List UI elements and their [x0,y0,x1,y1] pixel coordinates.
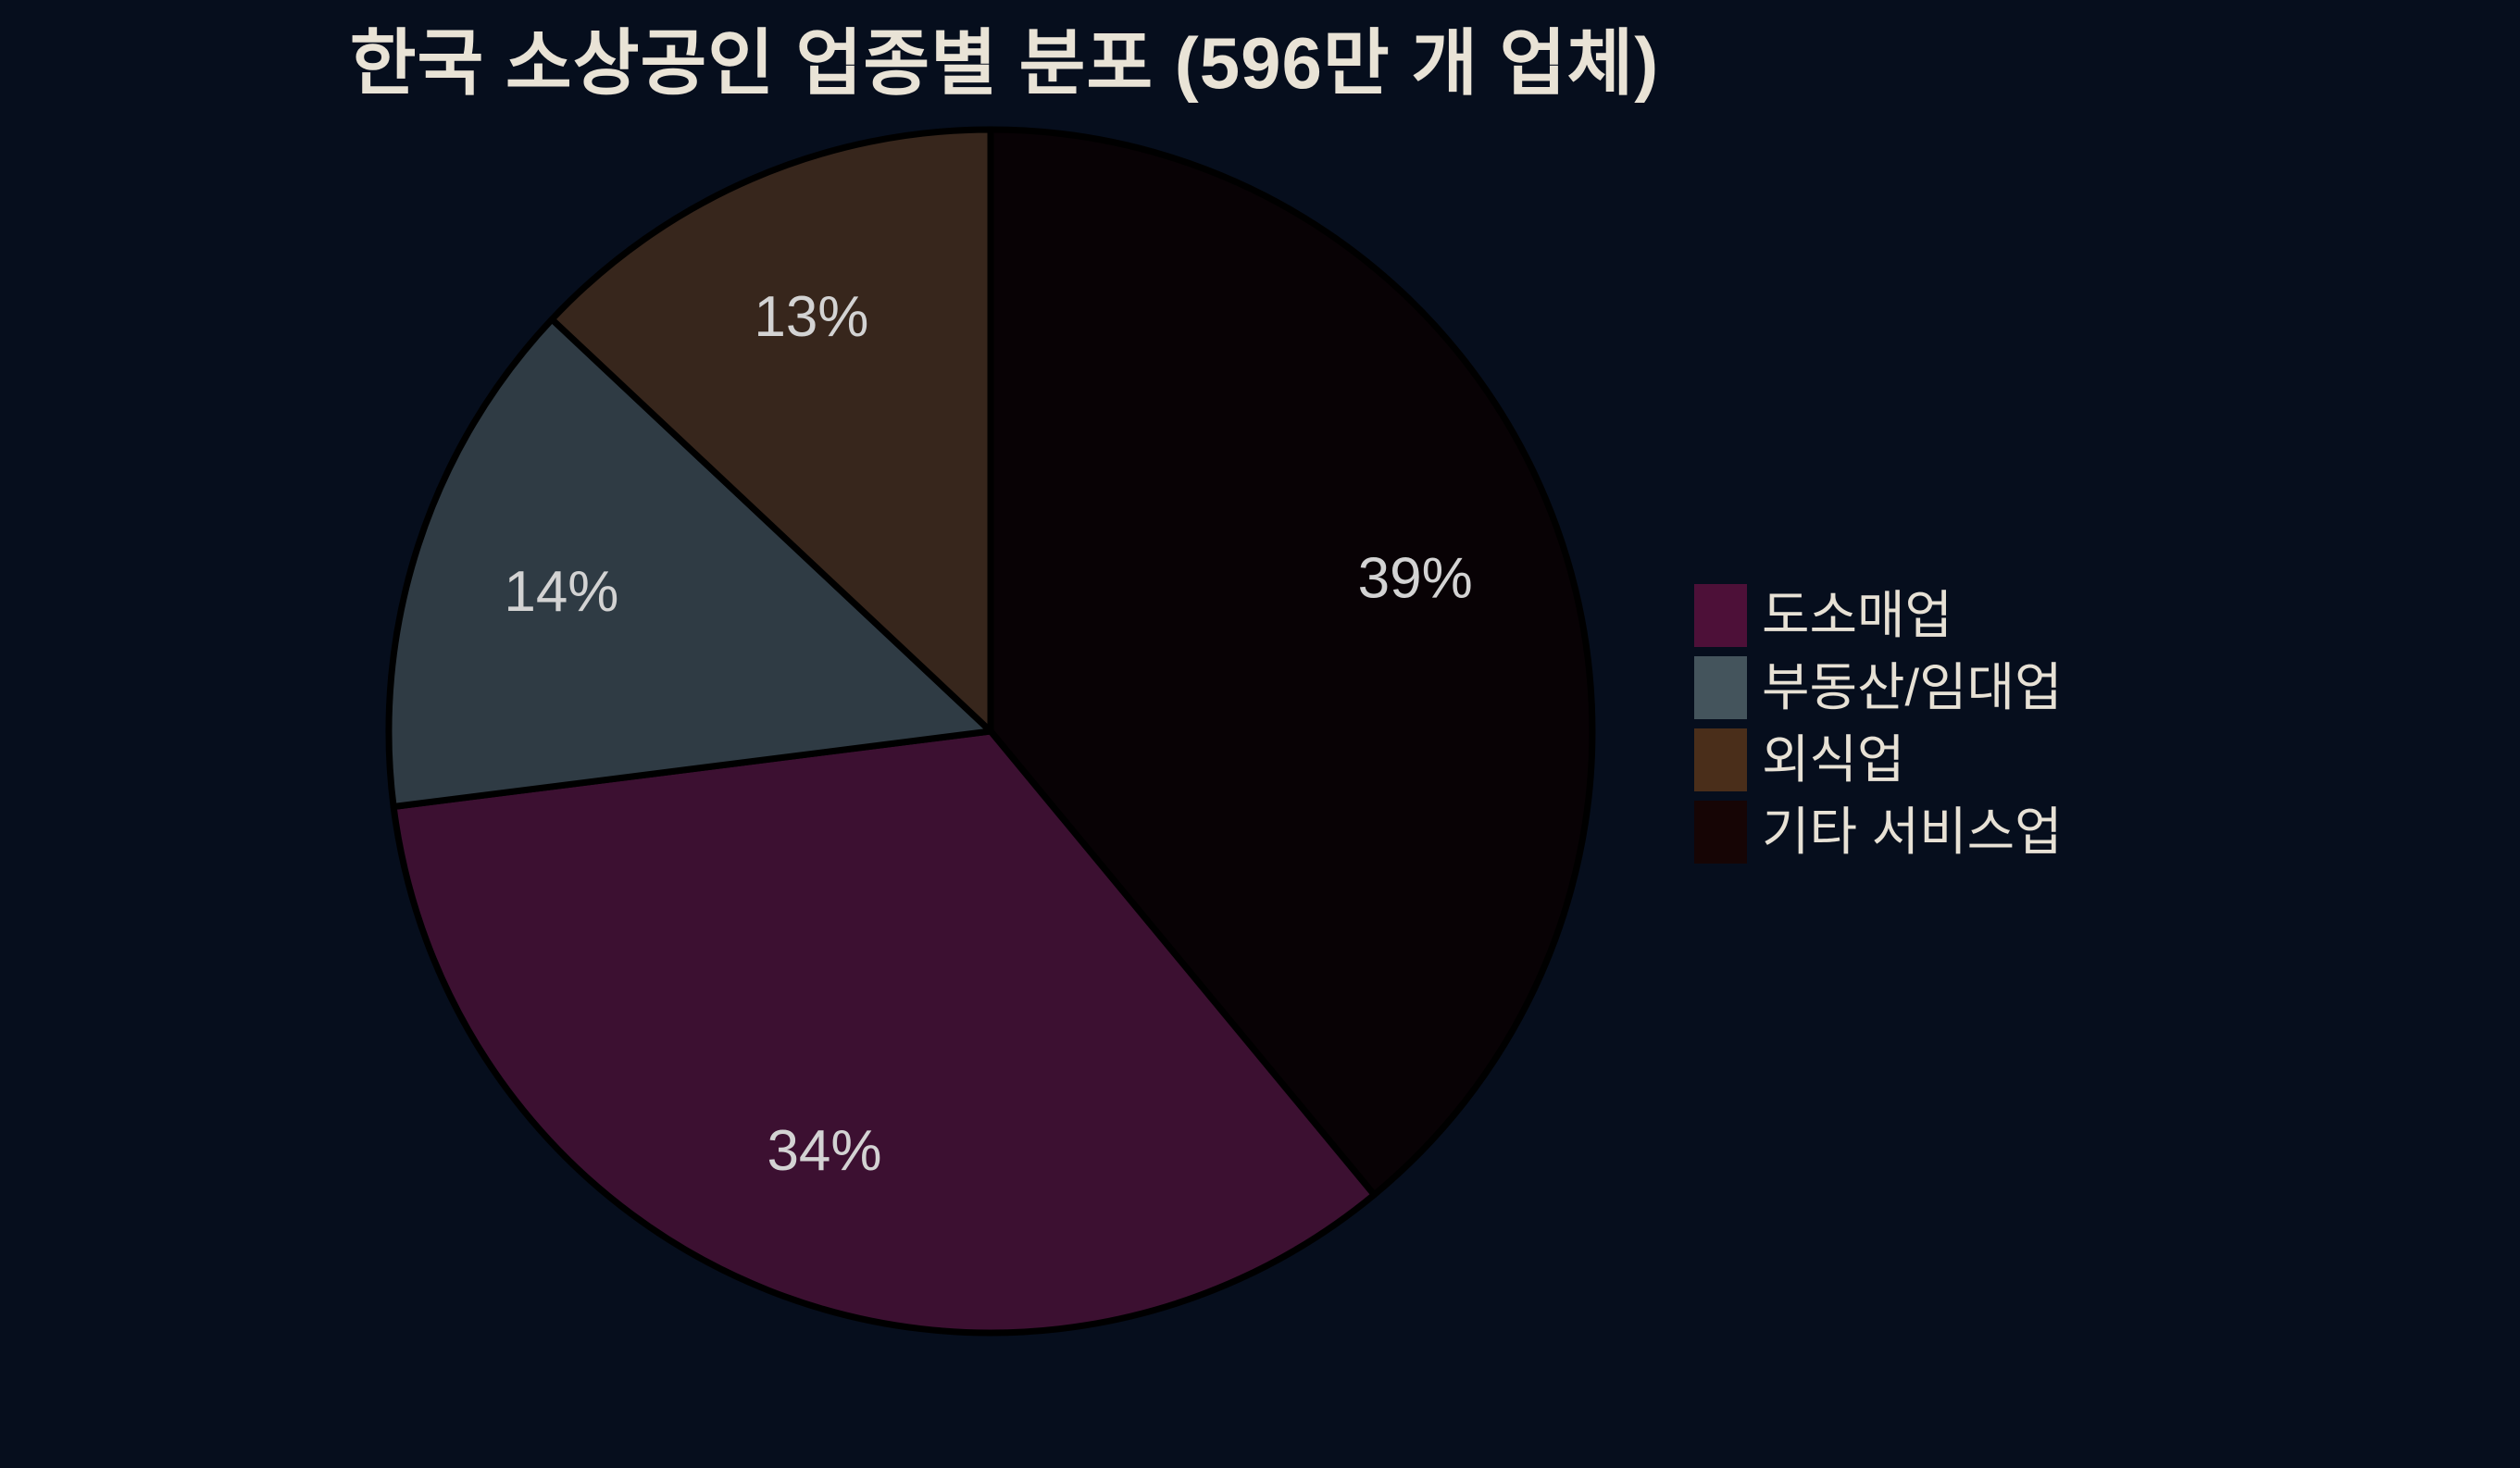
pie-slice-real-estate-rental [385,316,994,810]
legend-label: 외식업 [1762,730,1905,790]
legend-item-other-services: 기타 서비스업 [1694,801,2063,864]
legend-swatch-real-estate-rental [1694,656,1747,719]
legend-item-wholesale-retail: 도소매업 [1694,584,2063,647]
pie-slice-food-service [548,126,994,735]
legend-label: 기타 서비스업 [1762,802,2063,862]
pie-label-wholesale-retail: 34% [767,1119,881,1183]
legend-item-food-service: 외식업 [1694,728,2063,791]
pie-label-food-service: 13% [754,285,868,349]
legend-swatch-wholesale-retail [1694,584,1747,647]
pie-slice-other-services [987,126,1596,1199]
legend-item-real-estate-rental: 부동산/임대업 [1694,656,2063,719]
legend-swatch-other-services [1694,801,1747,864]
legend-label: 부동산/임대업 [1762,658,2063,717]
pie-slice-wholesale-retail [390,728,1378,1337]
chart-title: 한국 소상공인 업종별 분포 (596만 개 업체) [349,22,1660,104]
legend-label: 도소매업 [1762,586,1953,645]
legend-swatch-food-service [1694,728,1747,791]
pie-label-other-services: 39% [1358,546,1473,610]
pie-label-real-estate-rental: 14% [504,560,618,624]
